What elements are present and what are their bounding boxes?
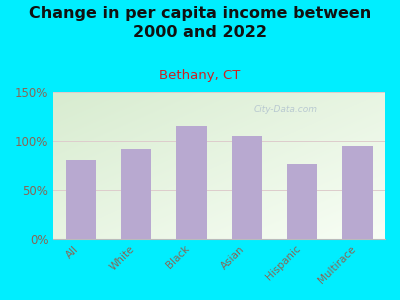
Bar (342, 146, 372, 239)
Bar (287, 164, 317, 239)
Text: Change in per capita income between
2000 and 2022: Change in per capita income between 2000… (29, 6, 371, 40)
Bar (66, 160, 96, 239)
Text: Bethany, CT: Bethany, CT (159, 69, 241, 82)
Text: City-Data.com: City-Data.com (254, 105, 318, 114)
Bar (232, 136, 262, 239)
Bar (121, 149, 151, 239)
Bar (176, 126, 207, 239)
